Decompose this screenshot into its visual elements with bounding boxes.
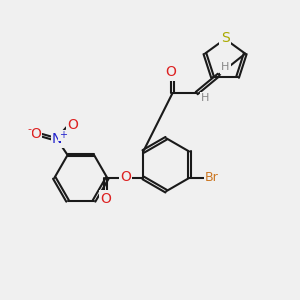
Text: -: -	[28, 124, 31, 134]
Text: O: O	[166, 65, 176, 80]
Text: H: H	[201, 93, 209, 103]
Text: O: O	[67, 118, 78, 132]
Text: O: O	[100, 192, 111, 206]
Text: O: O	[120, 170, 131, 184]
Text: H: H	[221, 62, 230, 73]
Text: S: S	[221, 31, 230, 44]
Text: +: +	[58, 130, 67, 140]
Text: Br: Br	[205, 172, 219, 184]
Text: O: O	[30, 127, 41, 141]
Text: N: N	[52, 132, 62, 146]
